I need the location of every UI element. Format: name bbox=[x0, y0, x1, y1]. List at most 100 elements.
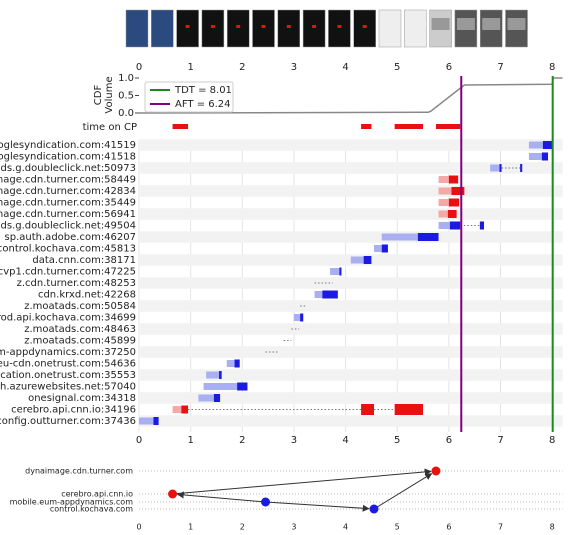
x-tick-label: 0 bbox=[136, 62, 142, 73]
x-tick-label: 6 bbox=[446, 523, 451, 532]
x-tick-label: 4 bbox=[342, 62, 348, 73]
row-label: image.cdn.turner.com:42834 bbox=[0, 186, 136, 197]
row-band bbox=[139, 415, 563, 427]
row-label: z.moatads.com:45899 bbox=[24, 336, 136, 347]
y-axis-label: Volume bbox=[104, 76, 115, 113]
connection-point bbox=[369, 504, 379, 514]
y-axis-label: CDF bbox=[93, 85, 104, 106]
row-band bbox=[139, 369, 563, 381]
y-tick-label: 0.0 bbox=[118, 108, 134, 119]
thumbnail-dot bbox=[286, 25, 291, 28]
thumbnail bbox=[353, 9, 376, 48]
light-segment bbox=[206, 371, 220, 379]
thumbnail bbox=[404, 9, 427, 48]
x-tick-label: 2 bbox=[239, 435, 245, 446]
dark-segment bbox=[213, 394, 221, 402]
thumbnail-dot bbox=[362, 25, 367, 28]
dark-segment bbox=[448, 198, 460, 207]
x-tick-label: 0 bbox=[136, 435, 142, 446]
y-tick-label: 1.0 bbox=[118, 73, 134, 84]
light-segment bbox=[490, 164, 500, 172]
dark-segment bbox=[219, 371, 222, 379]
row-label: prod.api.kochava.com:34699 bbox=[0, 313, 136, 324]
x-tick-label: 5 bbox=[394, 435, 400, 446]
row-label: z.moatads.com:50584 bbox=[24, 301, 136, 312]
x-tick-label: 8 bbox=[549, 62, 555, 73]
x-tick-label: 1 bbox=[187, 435, 193, 446]
dark-segment bbox=[300, 313, 304, 322]
light-segment bbox=[528, 153, 542, 160]
row-label: z.cdn.turner.com:48253 bbox=[17, 278, 136, 289]
x-tick-label: 3 bbox=[291, 523, 296, 532]
row-band bbox=[139, 300, 563, 312]
thumbnail bbox=[252, 9, 275, 48]
dark-segment bbox=[448, 175, 459, 184]
thumbnail-dot bbox=[185, 25, 190, 28]
thumbnail-content bbox=[507, 18, 526, 30]
connection-label: dynaimage.cdn.turner.com bbox=[25, 467, 133, 476]
row-band bbox=[139, 208, 563, 220]
row-band bbox=[139, 346, 563, 358]
light-segment bbox=[373, 245, 382, 252]
row-band bbox=[139, 162, 563, 174]
thumbnail bbox=[201, 9, 225, 48]
x-tick-label: 4 bbox=[342, 435, 348, 446]
dark-segment bbox=[541, 152, 549, 161]
light-segment bbox=[381, 233, 418, 241]
thumbnail-content bbox=[431, 18, 450, 30]
dark-segment bbox=[153, 417, 159, 425]
x-tick-label: 5 bbox=[395, 523, 400, 532]
light-segment bbox=[350, 256, 364, 264]
x-tick-label: 3 bbox=[291, 435, 297, 446]
x-tick-label: 2 bbox=[240, 523, 245, 532]
row-label: control.kochava.com:45813 bbox=[0, 244, 136, 255]
connection-arrow bbox=[373, 473, 433, 510]
x-tick-label: 6 bbox=[446, 435, 452, 446]
light-segment bbox=[330, 268, 340, 275]
row-label: onesignal.com:34318 bbox=[28, 393, 136, 404]
dark-segment bbox=[451, 187, 465, 195]
cp-interval bbox=[361, 124, 372, 129]
dark-segment bbox=[417, 233, 439, 241]
y-tick-label: 0.5 bbox=[118, 91, 134, 102]
dark-segment bbox=[361, 404, 374, 415]
row-label: cvp1.cdn.turner.com:47225 bbox=[0, 267, 136, 278]
thumbnail-dot bbox=[236, 25, 241, 28]
thumbnail bbox=[302, 9, 326, 48]
row-label: data.cnn.com:38171 bbox=[32, 255, 136, 266]
thumbnail bbox=[176, 9, 199, 48]
row-label: sh.azurewebsites.net:57040 bbox=[0, 382, 136, 393]
dark-segment bbox=[322, 290, 338, 299]
light-segment bbox=[438, 199, 449, 206]
light-segment bbox=[172, 406, 182, 413]
legend-label: AFT = 6.24 bbox=[175, 99, 231, 110]
dark-segment bbox=[449, 221, 461, 230]
cp-interval bbox=[435, 124, 461, 129]
thumbnail-content bbox=[482, 18, 501, 30]
x-tick-label: 6 bbox=[446, 62, 452, 73]
x-tick-label: 1 bbox=[187, 62, 193, 73]
row-label: um-appdynamics.com:37250 bbox=[0, 347, 136, 358]
x-tick-label: 1 bbox=[188, 523, 193, 532]
cp-label: time on CP bbox=[83, 122, 137, 133]
thumbnail bbox=[125, 9, 149, 48]
row-band bbox=[139, 392, 563, 404]
row-label: z.moatads.com:48463 bbox=[24, 324, 136, 335]
cp-interval bbox=[172, 124, 189, 129]
dark-segment bbox=[447, 210, 457, 218]
x-tick-label: 2 bbox=[239, 62, 245, 73]
thumbnail-dot bbox=[312, 25, 317, 28]
dark-segment bbox=[499, 164, 502, 172]
connection-label: cerebro.api.cnn.io bbox=[61, 490, 133, 499]
row-label: ooglesyndication.com:41519 bbox=[0, 140, 136, 151]
dark-segment bbox=[181, 405, 189, 414]
dark-segment bbox=[394, 404, 424, 415]
light-segment bbox=[293, 314, 301, 321]
x-tick-label: 8 bbox=[549, 435, 555, 446]
legend-label: TDT = 8.01 bbox=[174, 85, 232, 96]
row-label: ocation.onetrust.com:35553 bbox=[0, 370, 136, 381]
x-tick-label: 7 bbox=[498, 523, 503, 532]
dark-segment bbox=[479, 221, 484, 230]
connection-point bbox=[431, 466, 441, 476]
connection-point bbox=[168, 489, 178, 499]
